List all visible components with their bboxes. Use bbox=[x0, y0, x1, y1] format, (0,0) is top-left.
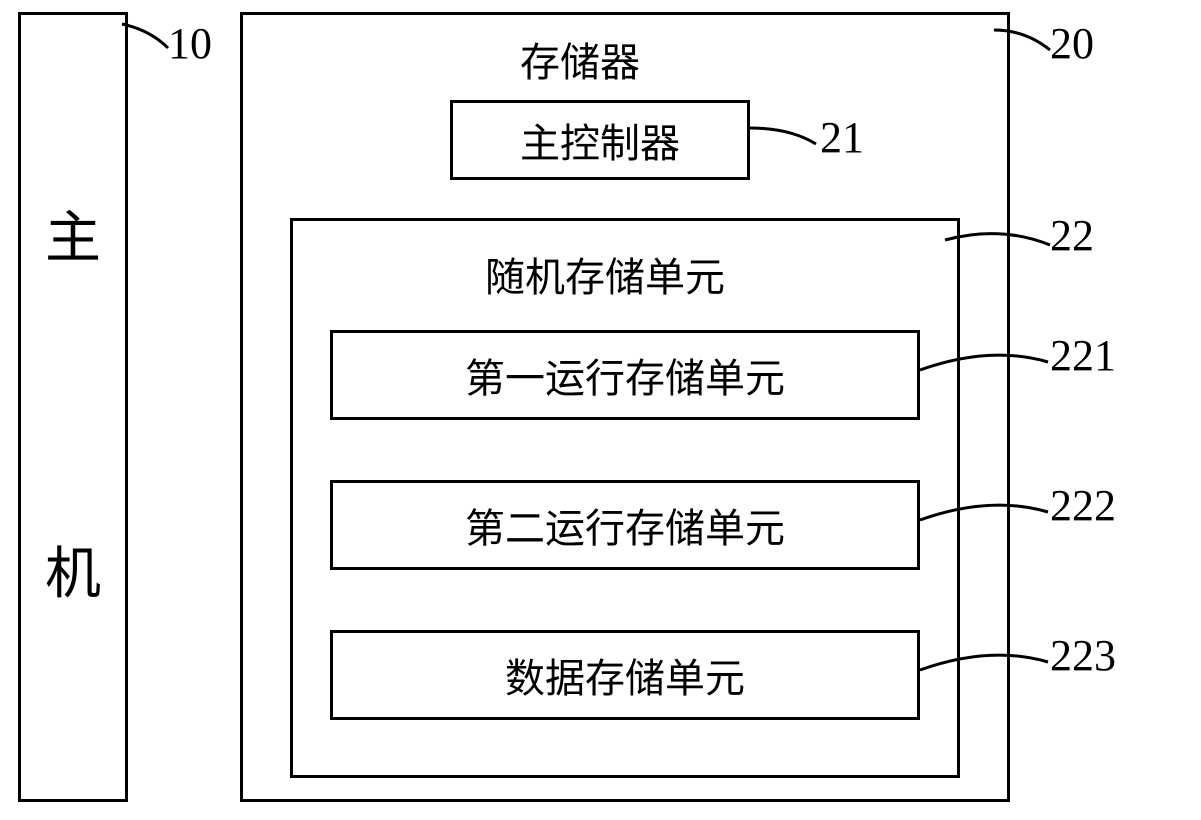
host-char-1: 主 bbox=[45, 211, 101, 267]
ref-label-20: 20 bbox=[1050, 18, 1094, 69]
ref-label-223: 223 bbox=[1050, 630, 1116, 681]
unit2-box: 第二运行存储单元 bbox=[330, 480, 920, 570]
host-char-2: 机 bbox=[45, 547, 101, 603]
ram-title: 随机存储单元 bbox=[485, 245, 725, 303]
host-label: 主 机 bbox=[45, 15, 101, 799]
unit1-text: 第一运行存储单元 bbox=[465, 346, 785, 404]
host-box: 主 机 bbox=[18, 12, 128, 802]
ref-label-10: 10 bbox=[168, 18, 212, 69]
controller-box: 主控制器 bbox=[450, 100, 750, 180]
unit1-box: 第一运行存储单元 bbox=[330, 330, 920, 420]
unit2-text: 第二运行存储单元 bbox=[465, 496, 785, 554]
ref-label-222: 222 bbox=[1050, 480, 1116, 531]
unit3-text: 数据存储单元 bbox=[505, 646, 745, 704]
ref-label-21: 21 bbox=[820, 112, 864, 163]
ref-label-221: 221 bbox=[1050, 330, 1116, 381]
unit3-box: 数据存储单元 bbox=[330, 630, 920, 720]
controller-text: 主控制器 bbox=[520, 111, 680, 169]
ref-label-22: 22 bbox=[1050, 210, 1094, 261]
diagram-canvas: 主 机 存储器 主控制器 随机存储单元 第一运行存储单元 第二运行存储单元 数据… bbox=[0, 0, 1201, 820]
memory-title: 存储器 bbox=[520, 30, 640, 88]
